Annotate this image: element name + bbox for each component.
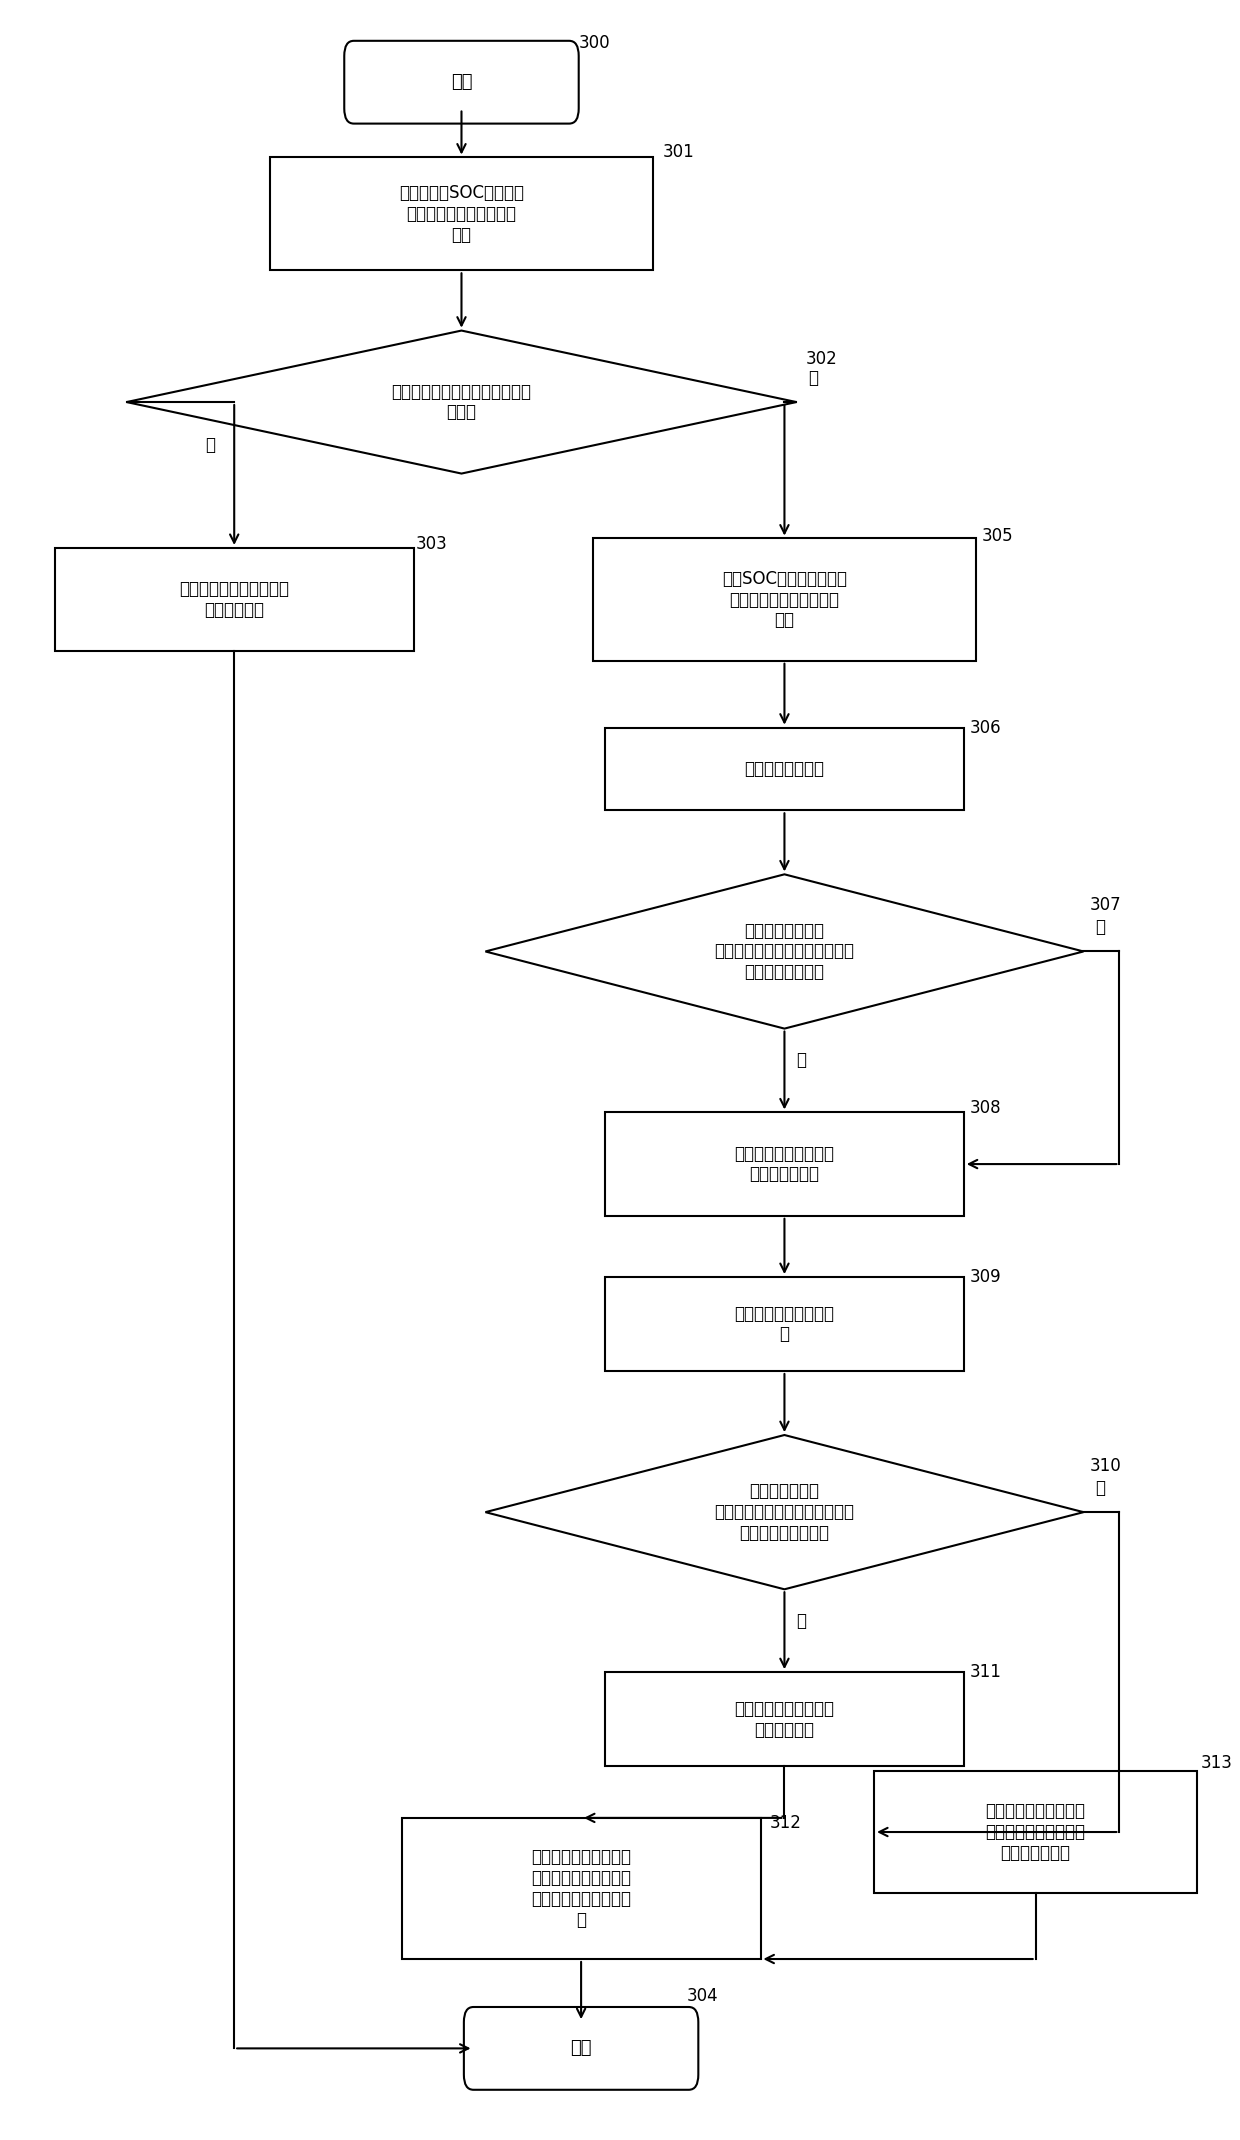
- Text: 300: 300: [579, 34, 610, 51]
- Text: 获取电池中单体最高温
度: 获取电池中单体最高温 度: [734, 1305, 835, 1344]
- Text: 310: 310: [1090, 1457, 1121, 1474]
- Text: 否: 否: [808, 368, 818, 387]
- Text: 302: 302: [806, 351, 838, 368]
- Text: 以第一功率、第二功率
以及第三功率中最小者
作为控制电机输出的功
率: 以第一功率、第二功率 以及第三功率中最小者 作为控制电机输出的功 率: [531, 1849, 631, 1928]
- Bar: [593, 539, 976, 661]
- Text: 307: 307: [1090, 897, 1121, 914]
- Text: 根据SOC、电池总电压以
及单体最低温度得到第一
功率: 根据SOC、电池总电压以 及单体最低温度得到第一 功率: [722, 569, 847, 629]
- Text: 否: 否: [1095, 1479, 1105, 1498]
- Text: 否: 否: [1095, 918, 1105, 937]
- Text: 根据单体最低电压
以及单体最低温度，检测是否满
足单体限功率条件: 根据单体最低电压 以及单体最低温度，检测是否满 足单体限功率条件: [714, 922, 854, 982]
- Bar: [605, 1113, 963, 1216]
- Bar: [874, 1772, 1197, 1894]
- Text: 305: 305: [982, 526, 1013, 546]
- Text: 308: 308: [970, 1100, 1002, 1117]
- Bar: [605, 728, 963, 811]
- Text: 304: 304: [687, 1988, 718, 2005]
- Polygon shape: [485, 1436, 1084, 1590]
- Bar: [55, 548, 414, 651]
- Text: 312: 312: [770, 1815, 802, 1832]
- Text: 根据单体最低电压的变
化得到第二功率: 根据单体最低电压的变 化得到第二功率: [734, 1145, 835, 1183]
- Text: 根据电池总电压变化控制
电机输出功率: 根据电池总电压变化控制 电机输出功率: [180, 580, 289, 618]
- Polygon shape: [485, 875, 1084, 1029]
- Polygon shape: [126, 330, 796, 473]
- Text: 303: 303: [417, 535, 448, 552]
- Bar: [605, 1671, 963, 1766]
- Bar: [270, 158, 653, 270]
- Bar: [402, 1817, 760, 1958]
- Text: 检测车辆使用时限是否已经接近
质保期: 检测车辆使用时限是否已经接近 质保期: [392, 383, 532, 422]
- Text: 是: 是: [206, 437, 216, 454]
- FancyBboxPatch shape: [345, 41, 579, 124]
- Bar: [605, 1278, 963, 1372]
- Text: 306: 306: [970, 719, 1002, 736]
- Text: 309: 309: [970, 1269, 1002, 1286]
- Text: 是: 是: [796, 1051, 806, 1070]
- Text: 获取单体最低电压: 获取单体最低电压: [744, 760, 825, 779]
- Text: 以第一功率与所述第二
功率中最小者作为控制
电机输出的功率: 以第一功率与所述第二 功率中最小者作为控制 电机输出的功率: [986, 1802, 1086, 1862]
- FancyBboxPatch shape: [464, 2007, 698, 2091]
- Text: 313: 313: [1200, 1755, 1233, 1772]
- Text: 检测单体最高温
度是否大于第二设定温度且小于
或等于第三设定温度: 检测单体最高温 度是否大于第二设定温度且小于 或等于第三设定温度: [714, 1483, 854, 1543]
- Text: 根据单体最高温度变化
得到第三功率: 根据单体最高温度变化 得到第三功率: [734, 1699, 835, 1738]
- Text: 开始: 开始: [450, 73, 472, 92]
- Text: 301: 301: [662, 143, 694, 160]
- Text: 是: 是: [796, 1611, 806, 1631]
- Text: 获取电池的SOC、电池总
电压以及电池中单体最低
温度: 获取电池的SOC、电池总 电压以及电池中单体最低 温度: [399, 184, 525, 244]
- Text: 结束: 结束: [570, 2039, 591, 2057]
- Text: 311: 311: [970, 1663, 1002, 1682]
